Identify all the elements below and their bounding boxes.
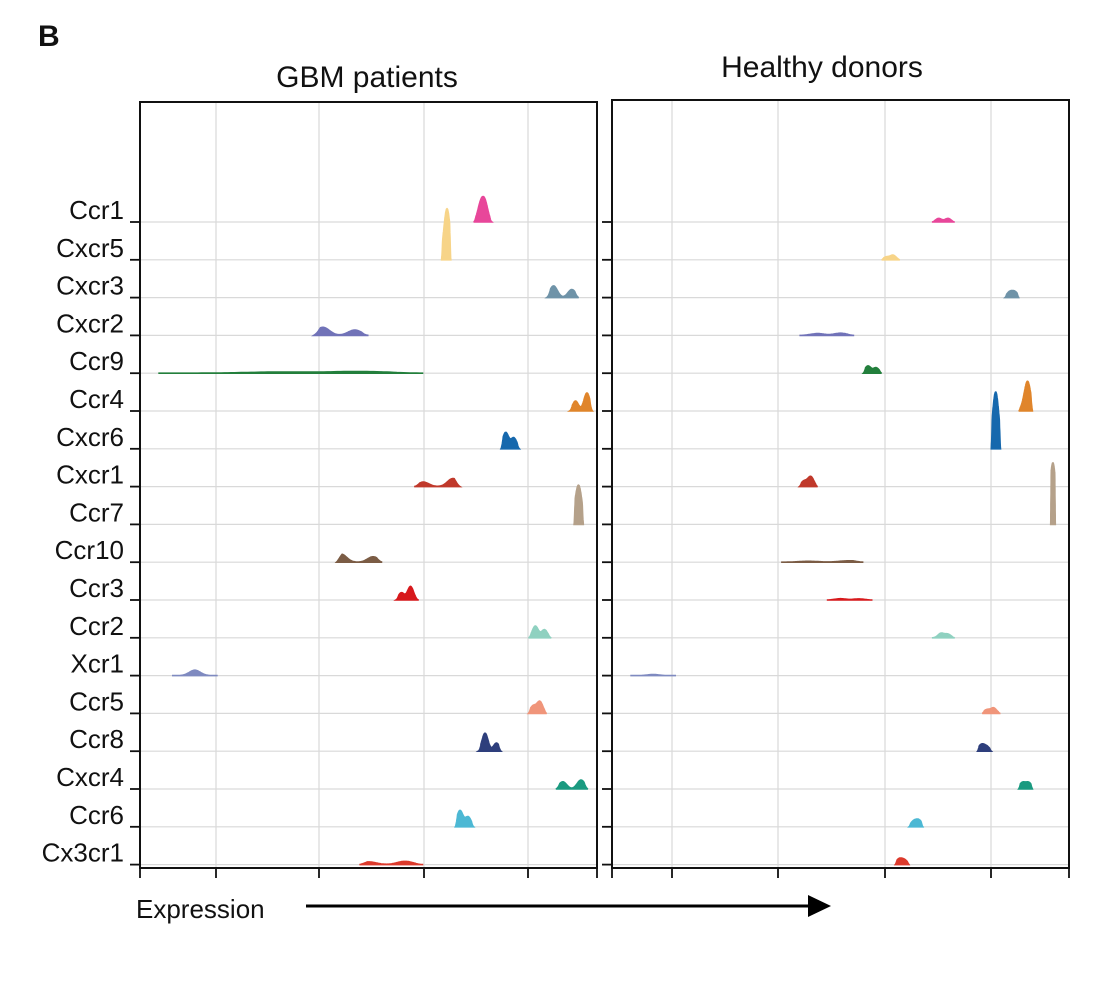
ridge-cxcr1-healthy [797, 475, 818, 488]
ridge-ccr7-healthy [1049, 462, 1057, 526]
gene-label-xcr1: Xcr1 [71, 649, 124, 679]
ridge-ccr6-gbm [454, 809, 476, 828]
ridge-cxcr2-gbm [311, 326, 369, 337]
panel-frame [139, 101, 598, 869]
gene-label-ccr7: Ccr7 [69, 497, 124, 527]
ridge-xcr1-healthy [630, 673, 676, 677]
ridge-cxcr3-gbm [544, 285, 580, 299]
ridge-cxcr2-healthy [799, 332, 855, 337]
ridge-ccr10-healthy [781, 560, 864, 563]
ridge-ccr5-healthy [981, 706, 1001, 715]
ridge-ccr10-gbm [334, 553, 383, 563]
gene-label-ccr9: Ccr9 [69, 346, 124, 376]
ridge-cxcr5-healthy [881, 254, 901, 261]
gene-label-ccr4: Ccr4 [69, 384, 124, 414]
ridge-ccr7-gbm [573, 484, 585, 526]
gene-label-cxcr1: Cxcr1 [56, 460, 124, 490]
gene-label-ccr5: Ccr5 [69, 686, 124, 716]
ridge-ccr8-gbm [475, 732, 503, 752]
ridge-ccr2-gbm [528, 625, 552, 639]
gene-label-ccr10: Ccr10 [55, 535, 124, 565]
ridge-ccr4-gbm [566, 392, 594, 412]
panel-title-healthy: Healthy donors [721, 51, 923, 84]
ridge-ccr3-healthy [826, 597, 873, 601]
gene-label-ccr8: Ccr8 [69, 724, 124, 754]
ridge-ccr8-healthy [976, 743, 994, 752]
ridge-cxcr6-healthy [990, 391, 1002, 450]
panel-title-gbm: GBM patients [276, 61, 458, 94]
expression-arrow-head [808, 895, 831, 917]
gene-labels: Ccr1 Cxcr5 Cxcr3 Cxcr2 Ccr9 Ccr4 Cxcr6 Cxcr1 Ccr… [42, 195, 124, 868]
gene-label-cxcr2: Cxcr2 [56, 308, 124, 338]
x-axis-label: Expression [136, 894, 265, 924]
gene-label-ccr1: Ccr1 [69, 195, 124, 225]
ridge-ccr3-gbm [393, 585, 419, 601]
panel-healthy-donors: Healthy donors [602, 51, 1070, 878]
ridge-cx3cr1-gbm [359, 860, 424, 866]
ridge-cxcr1-gbm [414, 477, 463, 488]
gene-label-ccr6: Ccr6 [69, 800, 124, 830]
ridge-cx3cr1-healthy [893, 857, 911, 866]
gene-label-ccr3: Ccr3 [69, 573, 124, 603]
panel-gbm-patients: GBM patients [130, 61, 598, 878]
gene-label-cx3cr1: Cx3cr1 [42, 838, 124, 868]
panel-frame [611, 99, 1070, 869]
ridge-cxcr5-gbm [440, 207, 452, 261]
gene-label-cxcr5: Cxcr5 [56, 233, 124, 263]
gene-label-cxcr4: Cxcr4 [56, 762, 124, 792]
ridge-ccr4-healthy [1018, 380, 1034, 412]
ridge-cxcr3-healthy [1003, 289, 1020, 299]
ridge-xcr1-gbm [172, 669, 218, 677]
gene-label-ccr2: Ccr2 [69, 611, 124, 641]
ridge-ccr1-healthy [931, 217, 955, 223]
ridge-ccr9-gbm [158, 370, 424, 374]
ridge-ccr2-healthy [931, 632, 955, 639]
ridge-cxcr6-gbm [499, 431, 522, 450]
ridge-cxcr4-healthy [1017, 781, 1034, 790]
panel-letter: B [38, 20, 60, 53]
ridge-ccr5-gbm [526, 700, 548, 715]
ridge-cxcr4-gbm [555, 779, 589, 790]
ridge-ccr6-healthy [907, 818, 925, 828]
gene-label-cxcr6: Cxcr6 [56, 422, 124, 452]
gene-label-cxcr3: Cxcr3 [56, 271, 124, 301]
ridge-ccr1-gbm [473, 195, 494, 223]
ridge-ccr9-healthy [861, 365, 882, 374]
